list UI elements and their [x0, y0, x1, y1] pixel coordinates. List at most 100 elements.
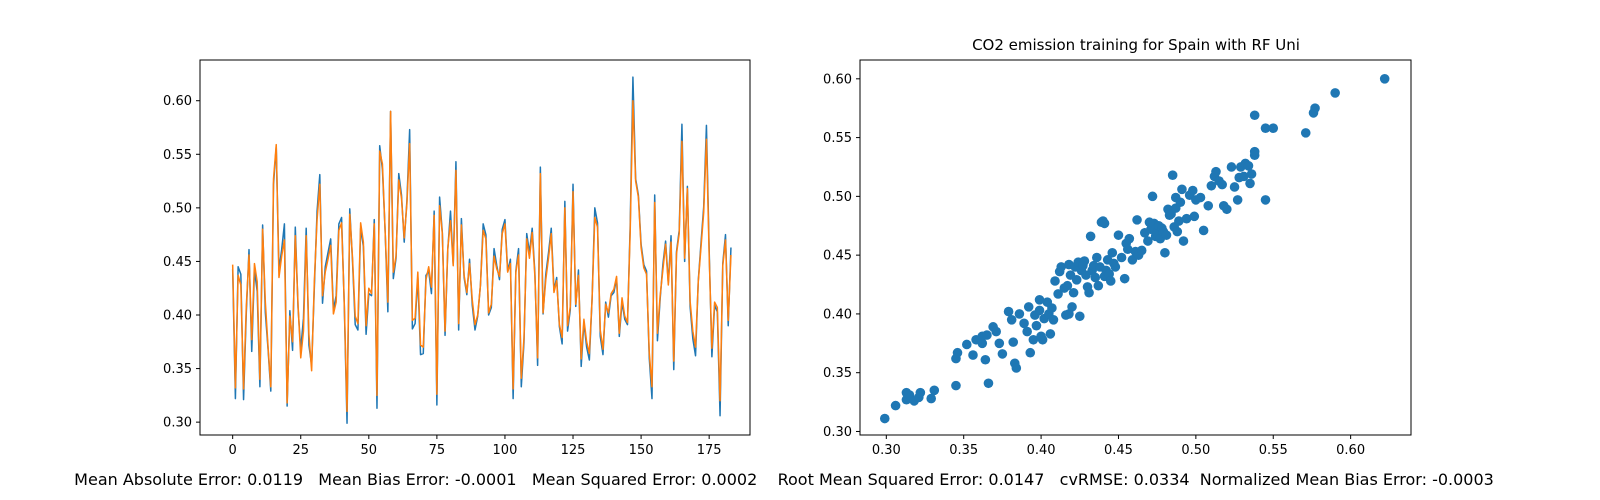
scatter-point [1217, 179, 1227, 190]
scatter-point [1249, 110, 1260, 121]
y-tick-label: 0.45 [163, 255, 192, 270]
scatter-point [1170, 192, 1181, 203]
scatter-point [980, 354, 991, 365]
scatter-point [1034, 295, 1045, 305]
y-tick-label: 0.35 [163, 362, 192, 377]
scatter-point [1246, 169, 1257, 179]
scatter-point [951, 380, 961, 391]
y-tick-label: 0.60 [823, 72, 852, 87]
scatter-point [1036, 331, 1046, 342]
scatter-point [901, 387, 912, 398]
scatter-point [1034, 305, 1045, 316]
scatter-point [1260, 195, 1271, 205]
scatter-point [915, 387, 926, 398]
scatter-point [952, 347, 963, 358]
x-tick-label: 75 [429, 443, 446, 458]
scatter-point [1006, 315, 1017, 325]
y-tick-label: 0.55 [823, 131, 852, 146]
scatter-point [1085, 231, 1096, 242]
x-axis: 0 25 50 75 100 125 150 175 [229, 435, 722, 458]
y-tick-label: 0.30 [163, 416, 192, 431]
scatter-point [1124, 233, 1135, 244]
scatter-point [1211, 166, 1221, 177]
scatter-point [1116, 252, 1127, 263]
scatter-point [1260, 123, 1271, 133]
x-tick-label: 150 [629, 443, 654, 458]
y-tick-label: 0.45 [823, 249, 852, 264]
scatter-point [1028, 334, 1039, 345]
scatter-point [1132, 215, 1142, 225]
series-layer [231, 76, 732, 424]
scatter-point [994, 338, 1005, 349]
scatter-point [1048, 315, 1059, 325]
scatter-point [1147, 191, 1158, 202]
y-tick-label: 0.40 [163, 309, 192, 324]
x-tick-label: 100 [493, 443, 518, 458]
chart-title: CO2 emission training for Spain with RF … [972, 36, 1300, 54]
scatter-point [961, 339, 972, 350]
scatter-point [1143, 236, 1153, 246]
scatter-point [1099, 218, 1110, 229]
scatter-point [1232, 195, 1243, 205]
scatter-point [1050, 276, 1060, 286]
x-tick-label: 0.45 [1104, 443, 1133, 458]
y-tick-label: 0.40 [823, 307, 852, 322]
scatter-point [991, 326, 1001, 337]
scatter-point [890, 400, 901, 411]
scatter-point [1110, 262, 1121, 272]
scatter-chart: CO2 emission training for Spain with RF … [823, 36, 1412, 458]
scatter-point [1187, 185, 1198, 196]
x-tick-label: 0.40 [1027, 443, 1056, 458]
scatter-point [1181, 213, 1192, 224]
scatter-point [1249, 146, 1260, 157]
scatter-point [929, 385, 940, 396]
scatter-point [1172, 226, 1183, 237]
scatter-point [1226, 162, 1237, 172]
scatter-point [1053, 289, 1063, 299]
scatter-point [1113, 230, 1124, 240]
scatter-point [983, 378, 994, 389]
y-axis: 0.30 0.35 0.40 0.45 0.50 0.55 0.60 [163, 94, 200, 431]
scatter-point [1167, 170, 1178, 180]
points-layer [879, 74, 1390, 424]
scatter-point [1310, 103, 1320, 113]
x-tick-label: 175 [697, 443, 722, 458]
scatter-point [926, 393, 936, 404]
scatter-point [1074, 311, 1085, 322]
x-tick-label: 0.35 [949, 443, 978, 458]
x-tick-label: 125 [561, 443, 586, 458]
scatter-point [1161, 230, 1172, 240]
scatter-point [1022, 326, 1032, 337]
scatter-point [1093, 280, 1104, 291]
scatter-point [977, 338, 988, 349]
x-tick-label: 0 [229, 443, 237, 458]
scatter-point [1047, 303, 1057, 313]
scatter-point [1023, 302, 1034, 312]
scatter-point [1045, 329, 1056, 339]
scatter-point [1195, 192, 1206, 203]
scatter-point [968, 350, 978, 360]
scatter-point [1144, 217, 1155, 228]
scatter-point [1300, 128, 1311, 138]
scatter-point [1107, 247, 1118, 258]
scatter-point [1174, 216, 1184, 226]
scatter-point [1178, 236, 1189, 246]
scatter-point [1160, 247, 1170, 258]
scatter-point [1014, 309, 1025, 319]
line-chart: 0 25 50 75 100 125 150 175 0.30 0.35 0.40 0.45 0.50… [163, 59, 751, 458]
scatter-point [1198, 225, 1209, 236]
scatter-point [1379, 74, 1390, 84]
scatter-point [1203, 200, 1214, 211]
scatter-point [1206, 180, 1217, 191]
x-tick-label: 0.50 [1181, 443, 1210, 458]
x-tick-label: 0.30 [872, 443, 901, 458]
scatter-point [1245, 178, 1255, 189]
scatter-point [1243, 161, 1254, 171]
scatter-point [1268, 123, 1279, 133]
y-tick-label: 0.35 [823, 366, 852, 381]
metrics-line: Mean Absolute Error: 0.0119 Mean Bias Er… [74, 470, 1494, 489]
x-tick-label: 0.55 [1259, 443, 1288, 458]
y-tick-label: 0.55 [163, 148, 192, 163]
plot-area-frame [859, 59, 1412, 436]
